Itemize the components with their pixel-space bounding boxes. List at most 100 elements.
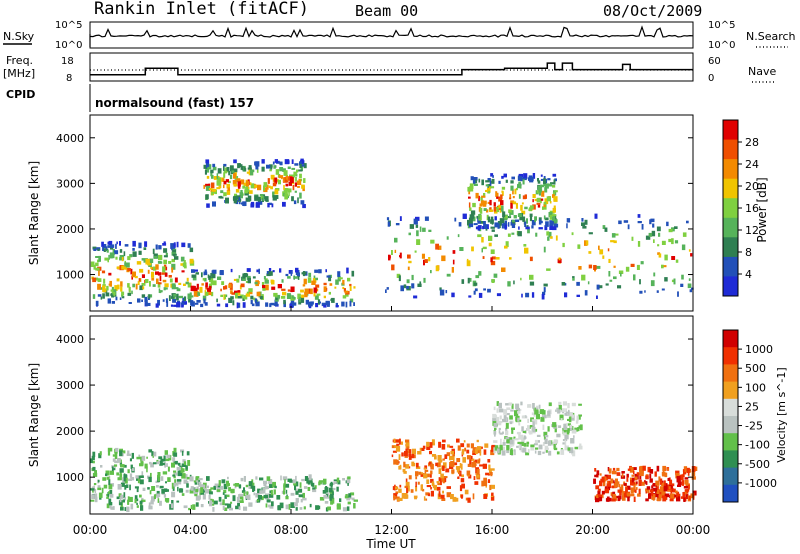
echo-cell: [385, 289, 387, 293]
echo-cell: [504, 220, 507, 226]
echo-cell: [483, 224, 488, 229]
echo-cell: [581, 222, 586, 226]
echo-cell: [577, 244, 581, 249]
echo-cell: [680, 283, 684, 287]
echo-cell: [163, 455, 166, 462]
echo-cell: [543, 178, 547, 184]
echo-cell: [97, 485, 101, 488]
echo-cell: [481, 195, 486, 198]
echo-cell: [303, 486, 308, 489]
echo-cell: [517, 184, 521, 189]
echo-cell: [456, 458, 461, 463]
echo-cell: [391, 264, 395, 271]
echo-cell: [274, 177, 278, 184]
echo-cell: [126, 484, 129, 488]
echo-cell: [254, 195, 259, 201]
echo-cell: [645, 475, 649, 480]
echo-cell: [228, 483, 230, 487]
echo-cell: [97, 479, 100, 483]
echo-cell: [293, 483, 297, 486]
echo-cell: [238, 485, 242, 488]
echo-cell: [514, 450, 516, 456]
echo-cell: [151, 271, 155, 278]
echo-cell: [556, 451, 560, 455]
echo-cell: [649, 489, 654, 493]
echo-cell: [307, 487, 311, 491]
echo-cell: [173, 482, 177, 487]
echo-cell: [538, 217, 542, 222]
echo-cell: [516, 187, 518, 191]
echo-cell: [177, 486, 179, 492]
echo-cell: [217, 168, 222, 174]
echo-cell: [92, 294, 96, 299]
cpid-name: normalsound (fast) 157: [95, 96, 254, 110]
echo-cell: [203, 184, 206, 189]
echo-cell: [92, 451, 96, 458]
echo-cell: [140, 461, 144, 466]
echo-cell: [553, 179, 556, 185]
echo-cell: [487, 190, 490, 194]
echo-cell: [676, 496, 681, 502]
echo-cell: [562, 401, 567, 406]
echo-cell: [139, 475, 144, 478]
echo-cell: [621, 471, 625, 474]
echo-cell: [527, 418, 529, 423]
echo-cell: [204, 269, 207, 275]
echo-cell: [505, 427, 508, 433]
echo-cell: [148, 449, 153, 453]
echo-cell: [509, 449, 514, 455]
echo-cell: [438, 441, 442, 448]
echo-cell: [219, 502, 224, 506]
echo-cell: [157, 498, 160, 503]
echo-cell: [502, 419, 507, 423]
echo-cell: [399, 438, 401, 445]
echo-cell: [417, 283, 422, 287]
echo-cell: [208, 494, 211, 500]
echo-cell: [491, 178, 495, 184]
echo-cell: [185, 489, 189, 493]
echo-cell: [115, 243, 117, 249]
echo-cell: [690, 493, 695, 499]
echo-cell: [505, 241, 509, 248]
echo-cell: [164, 462, 166, 468]
echo-cell: [173, 447, 177, 453]
echo-cell: [221, 281, 225, 285]
echo-cell: [490, 257, 493, 263]
echo-cell: [313, 287, 317, 294]
echo-cell: [423, 473, 428, 479]
echo-cell: [139, 285, 143, 291]
echo-cell: [347, 501, 351, 505]
echo-cell: [298, 488, 303, 493]
echo-cell: [243, 506, 248, 511]
echo-cell: [658, 253, 662, 258]
echo-cell: [532, 194, 536, 199]
echo-cell: [159, 290, 162, 294]
echo-cell: [606, 496, 610, 502]
echo-cell: [604, 227, 608, 232]
echo-cell: [211, 503, 215, 506]
echo-cell: [639, 290, 643, 294]
echo-cell: [107, 241, 112, 245]
echo-cell: [441, 477, 446, 482]
echo-cell: [656, 226, 661, 232]
echo-cell: [302, 492, 305, 499]
echo-cell: [625, 266, 630, 272]
echo-cell: [652, 483, 657, 487]
echo-cell: [158, 254, 163, 261]
colorbar-swatch: [723, 256, 738, 277]
echo-cell: [188, 298, 192, 303]
echo-cell: [308, 272, 312, 278]
echo-cell: [395, 223, 400, 226]
echo-cell: [120, 494, 124, 499]
colorbar-tick-label: 500: [745, 362, 766, 375]
echo-cell: [616, 481, 620, 485]
echo-cell: [569, 426, 573, 431]
echo-cell: [246, 268, 251, 272]
nsky-trace: [89, 25, 694, 47]
echo-cell: [684, 477, 689, 480]
echo-cell: [428, 229, 432, 232]
echo-cell: [543, 283, 548, 287]
echo-cell: [216, 173, 219, 179]
echo-cell: [501, 175, 504, 179]
echo-cell: [517, 410, 521, 414]
